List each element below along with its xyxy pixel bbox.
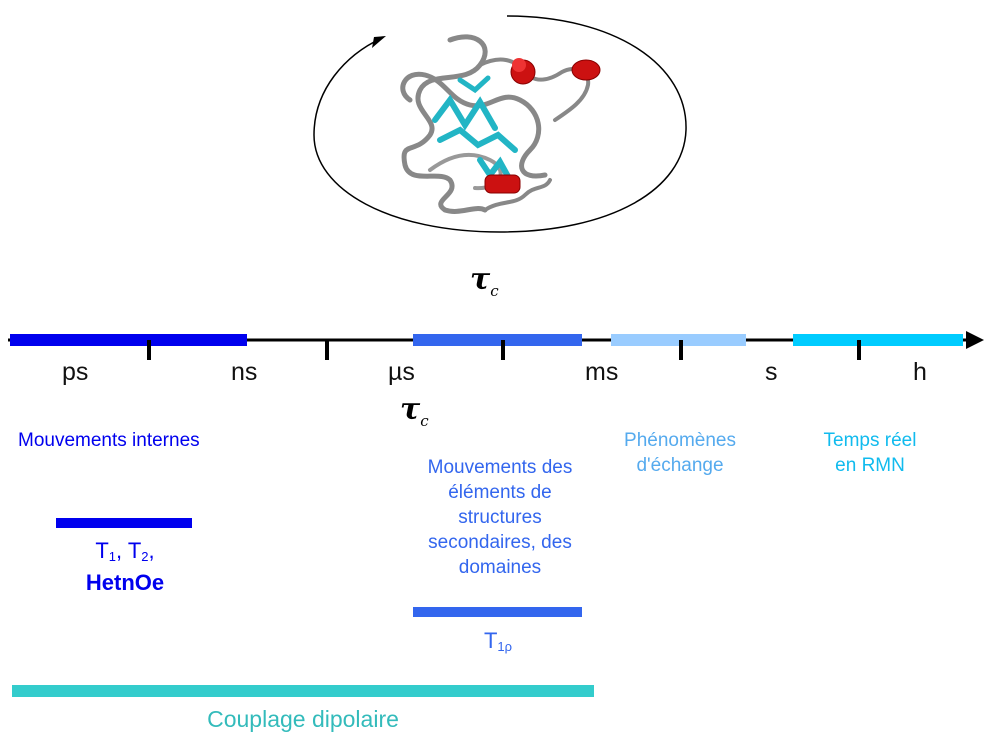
unit-label-ps: ps (62, 358, 89, 386)
category-internal-motions: Mouvements internes (18, 430, 200, 451)
unit-label-us: µs (388, 358, 415, 386)
dipolar-coupling-label: Couplage dipolaire (207, 706, 399, 732)
relaxation-bar-t1-t2 (56, 518, 192, 528)
category-secondary-structure-motions: Mouvements des éléments de structures se… (427, 457, 573, 578)
range-bar-s-h (793, 334, 963, 346)
parameter-t1-t2-hetnoe: T1, T2, HetnOe (85, 538, 165, 595)
tau-c-label-axis: τc (400, 392, 429, 430)
relaxation-bar-t1rho (413, 607, 582, 617)
unit-label-ns: ns (231, 358, 258, 386)
timescale-axis (8, 331, 984, 360)
range-bar-ms-s (611, 334, 746, 346)
protein-rotation-illustration (313, 15, 687, 233)
unit-label-s: s (765, 358, 778, 386)
category-realtime-nmr: Temps réel en RMN (823, 430, 917, 476)
category-exchange-phenomena: Phénomènes d'échange (624, 430, 736, 476)
dipolar-coupling-bar (12, 685, 594, 697)
range-bar-us-ms (413, 334, 582, 346)
axis-tick (679, 340, 683, 360)
protein-structure-icon (400, 34, 601, 214)
unit-label-ms: ms (585, 358, 619, 386)
axis-tick (857, 340, 861, 360)
axis-tick (501, 340, 505, 360)
unit-label-h: h (913, 358, 927, 386)
axis-arrow-icon (966, 331, 984, 349)
range-bar-ps-ns (10, 334, 247, 346)
rotation-arrow-icon (313, 15, 687, 233)
axis-tick (147, 340, 151, 360)
tau-c-label-top: τc (470, 262, 499, 300)
axis-tick (325, 340, 329, 360)
parameter-t1rho: T1ρ (483, 628, 513, 654)
